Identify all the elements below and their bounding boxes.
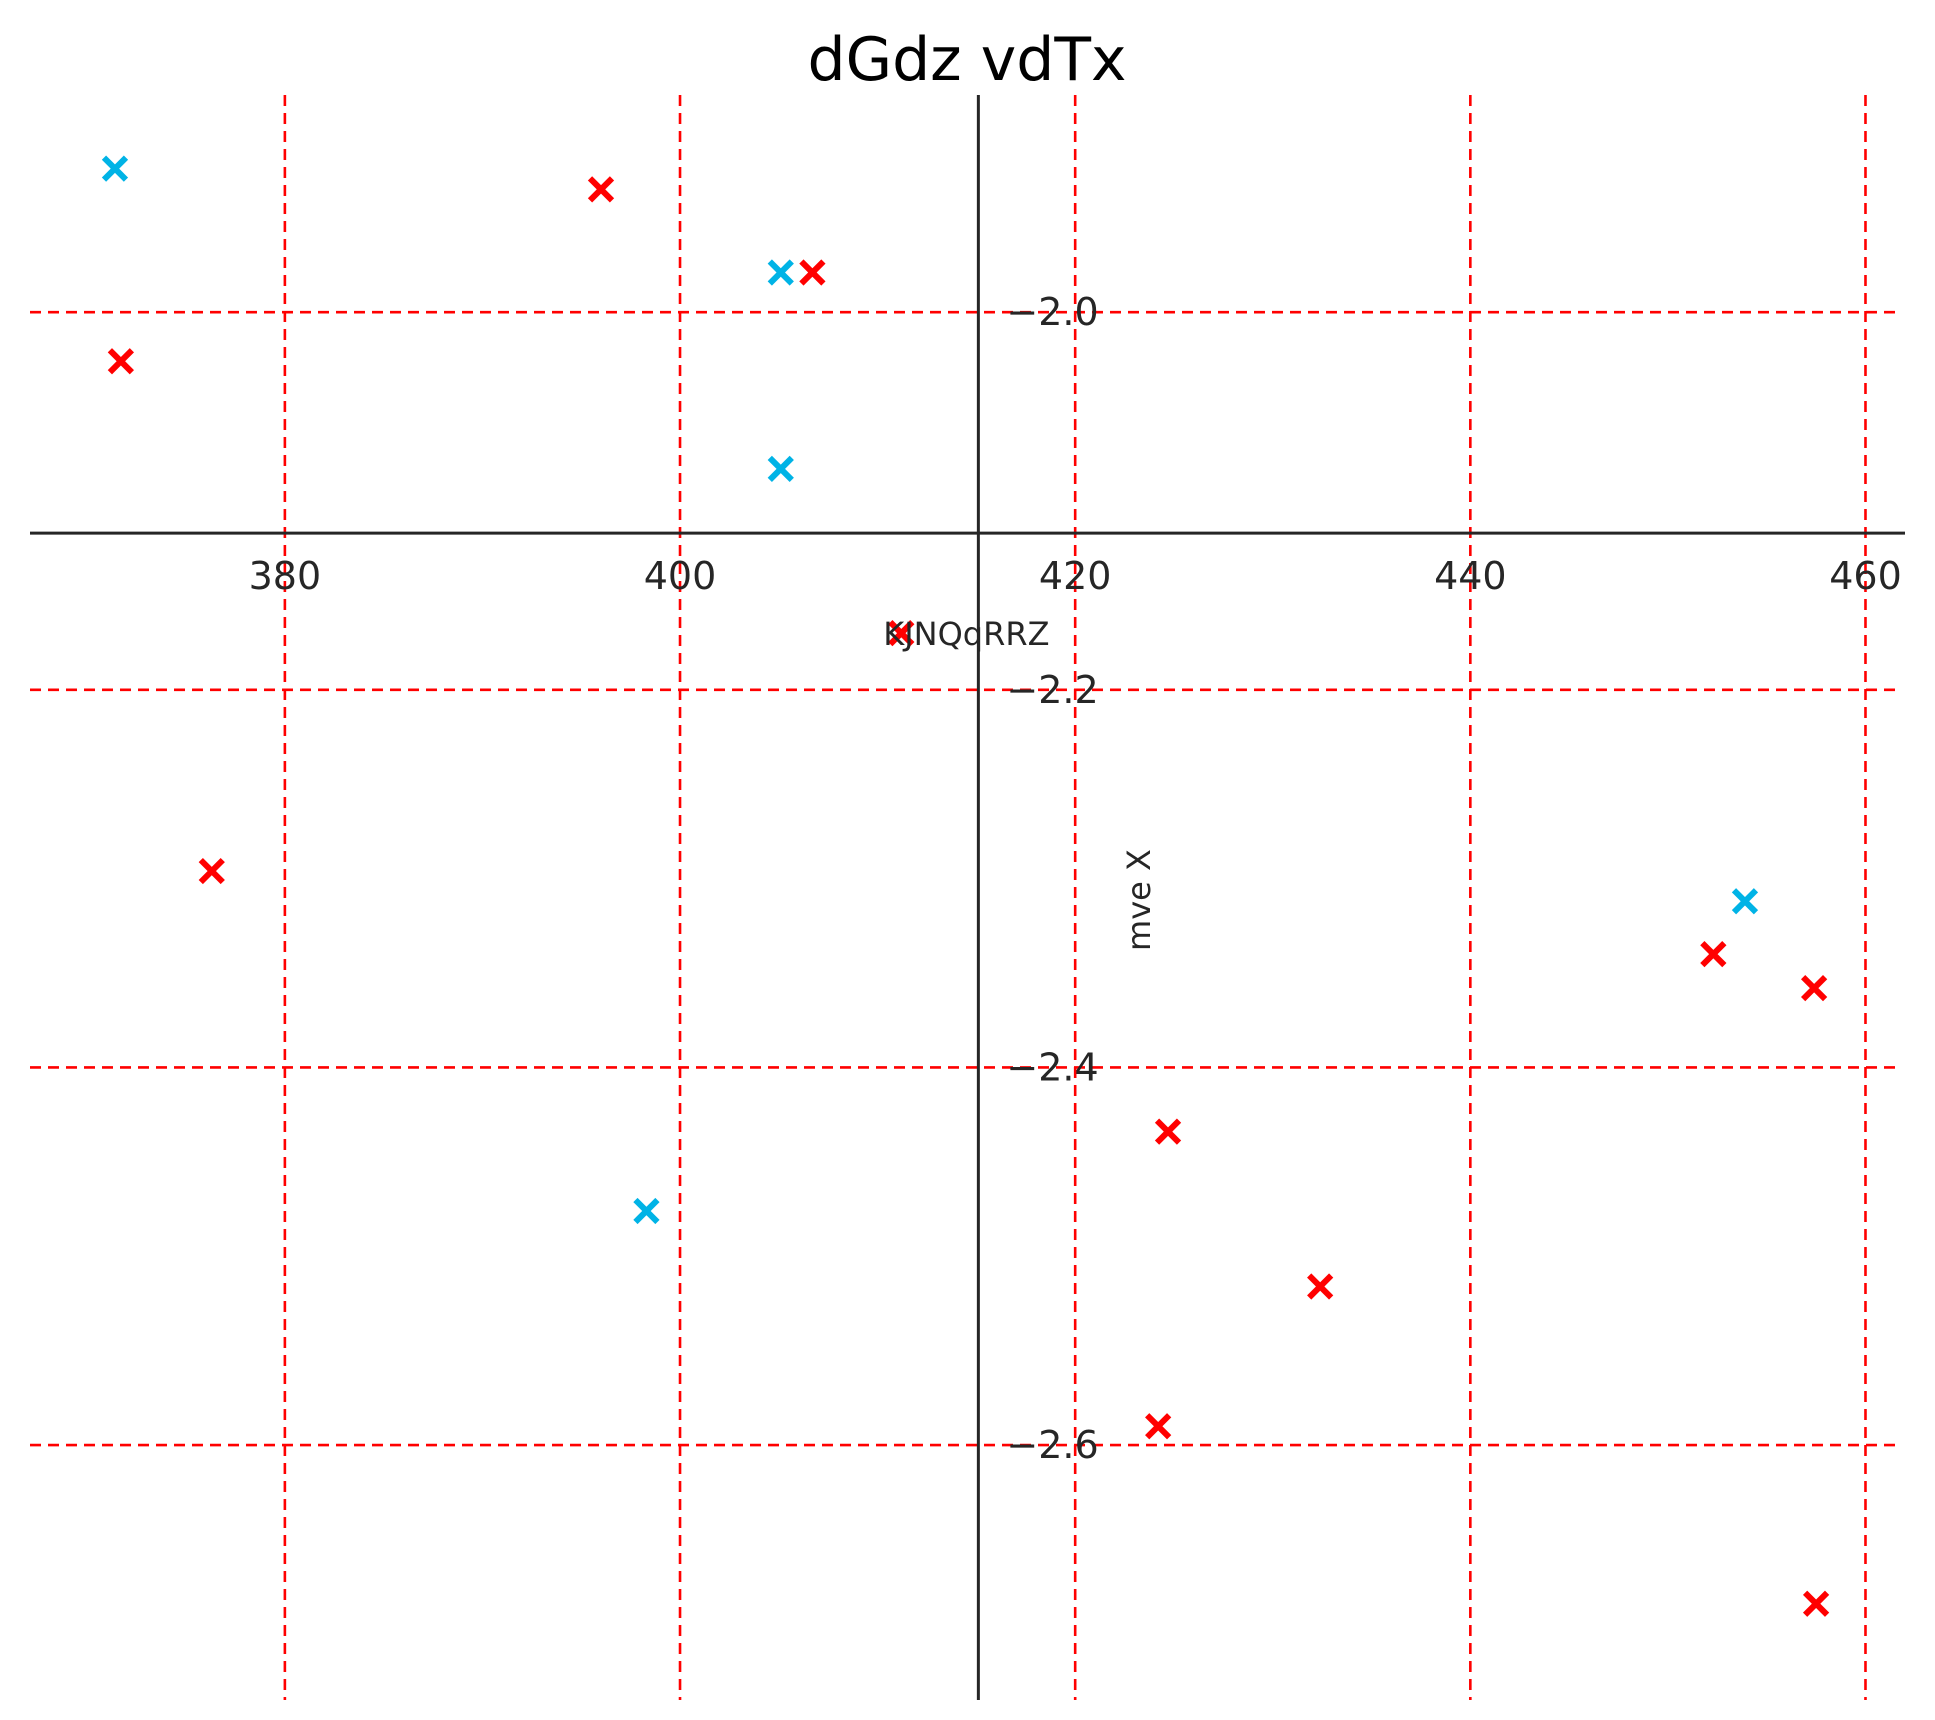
marker-stroke <box>799 259 826 286</box>
data-point <box>1154 1118 1182 1145</box>
data-point <box>1700 941 1727 968</box>
marker-stroke <box>587 176 615 203</box>
data-points <box>101 155 1830 1617</box>
axes-layer <box>30 95 1905 1700</box>
marker-stroke <box>1731 888 1759 915</box>
data-point <box>1731 888 1759 915</box>
marker-stroke <box>888 620 915 647</box>
y-axis-label: mve X <box>1120 849 1158 951</box>
marker-stroke <box>1802 1590 1830 1617</box>
tick-labels: 380 400 420 440 460 −2.6 −2.4 −2.2 −2.0 <box>249 290 1902 1467</box>
marker-stroke <box>101 155 129 182</box>
chart-title: dGdz vdTx <box>808 25 1127 95</box>
data-point <box>1145 1413 1172 1440</box>
x-tick-label-440: 440 <box>1434 554 1507 598</box>
y-tick-label-3: −2.0 <box>1006 290 1098 334</box>
marker-stroke <box>1154 1118 1182 1145</box>
data-point <box>1800 975 1828 1002</box>
data-point <box>799 259 826 286</box>
data-point <box>101 155 129 182</box>
marker-stroke <box>767 455 794 482</box>
grid-layer <box>30 95 1895 1700</box>
x-tick-label-460: 460 <box>1829 554 1902 598</box>
x-tick-label-420: 420 <box>1039 554 1112 598</box>
marker-stroke <box>1307 1273 1334 1300</box>
marker-stroke <box>1145 1413 1172 1440</box>
x-axis-label: KJNQqRRZ <box>883 615 1049 653</box>
y-tick-label-0: −2.6 <box>1006 1423 1098 1467</box>
data-point <box>1307 1273 1334 1300</box>
marker-stroke <box>767 259 794 286</box>
data-point <box>107 348 135 375</box>
x-tick-label-380: 380 <box>249 554 322 598</box>
marker-stroke <box>107 348 135 375</box>
data-point <box>767 259 794 286</box>
marker-stroke <box>1800 975 1828 1002</box>
x-tick-label-400: 400 <box>644 554 717 598</box>
data-point <box>587 176 615 203</box>
data-point <box>1802 1590 1830 1617</box>
y-tick-label-1: −2.4 <box>1006 1045 1098 1089</box>
data-point <box>767 455 794 482</box>
y-tick-label-2: −2.2 <box>1006 668 1098 712</box>
data-point <box>888 620 915 647</box>
data-point <box>633 1197 660 1225</box>
marker-stroke <box>1700 941 1727 968</box>
data-point <box>198 857 225 885</box>
marker-stroke <box>633 1197 660 1225</box>
marker-stroke <box>198 857 225 885</box>
